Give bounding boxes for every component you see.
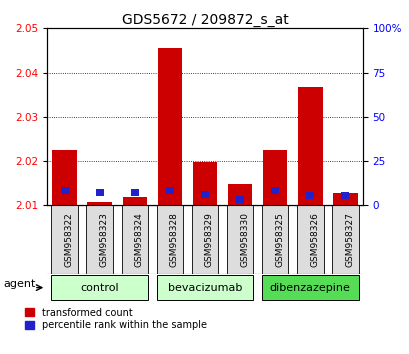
Bar — [341, 192, 348, 199]
Text: GSM958329: GSM958329 — [204, 212, 213, 267]
Text: agent: agent — [4, 279, 36, 289]
Bar — [192, 162, 217, 205]
Bar — [51, 205, 78, 274]
Text: GSM958327: GSM958327 — [344, 212, 353, 267]
Bar — [262, 150, 287, 205]
Bar — [226, 205, 253, 274]
Bar — [156, 275, 253, 300]
Bar — [236, 196, 243, 203]
Bar — [296, 205, 323, 274]
Bar — [200, 192, 209, 199]
Bar — [51, 275, 148, 300]
Legend: transformed count, percentile rank within the sample: transformed count, percentile rank withi… — [25, 308, 207, 330]
Bar — [122, 198, 147, 205]
Bar — [261, 275, 358, 300]
Bar — [261, 205, 288, 274]
Text: GSM958328: GSM958328 — [169, 212, 178, 267]
Bar — [271, 187, 279, 194]
Bar — [87, 202, 112, 205]
Bar — [306, 192, 313, 199]
Title: GDS5672 / 209872_s_at: GDS5672 / 209872_s_at — [121, 13, 288, 27]
Text: GSM958330: GSM958330 — [240, 212, 249, 267]
Bar — [61, 187, 68, 194]
Bar — [86, 205, 113, 274]
Text: GSM958324: GSM958324 — [135, 212, 144, 267]
Bar — [191, 205, 218, 274]
Text: GSM958326: GSM958326 — [310, 212, 319, 267]
Bar — [156, 205, 183, 274]
Text: bevacizumab: bevacizumab — [167, 282, 242, 293]
Bar — [227, 184, 252, 205]
Bar — [331, 205, 358, 274]
Text: dibenzazepine: dibenzazepine — [269, 282, 350, 293]
Bar — [157, 48, 182, 205]
Bar — [166, 187, 173, 194]
Text: control: control — [80, 282, 119, 293]
Bar — [52, 150, 77, 205]
Text: GSM958322: GSM958322 — [65, 212, 74, 267]
Bar — [130, 189, 138, 196]
Bar — [332, 193, 357, 205]
Text: GSM958323: GSM958323 — [99, 212, 108, 267]
Bar — [297, 87, 322, 205]
Bar — [96, 189, 103, 196]
Bar — [121, 205, 148, 274]
Text: GSM958325: GSM958325 — [274, 212, 283, 267]
